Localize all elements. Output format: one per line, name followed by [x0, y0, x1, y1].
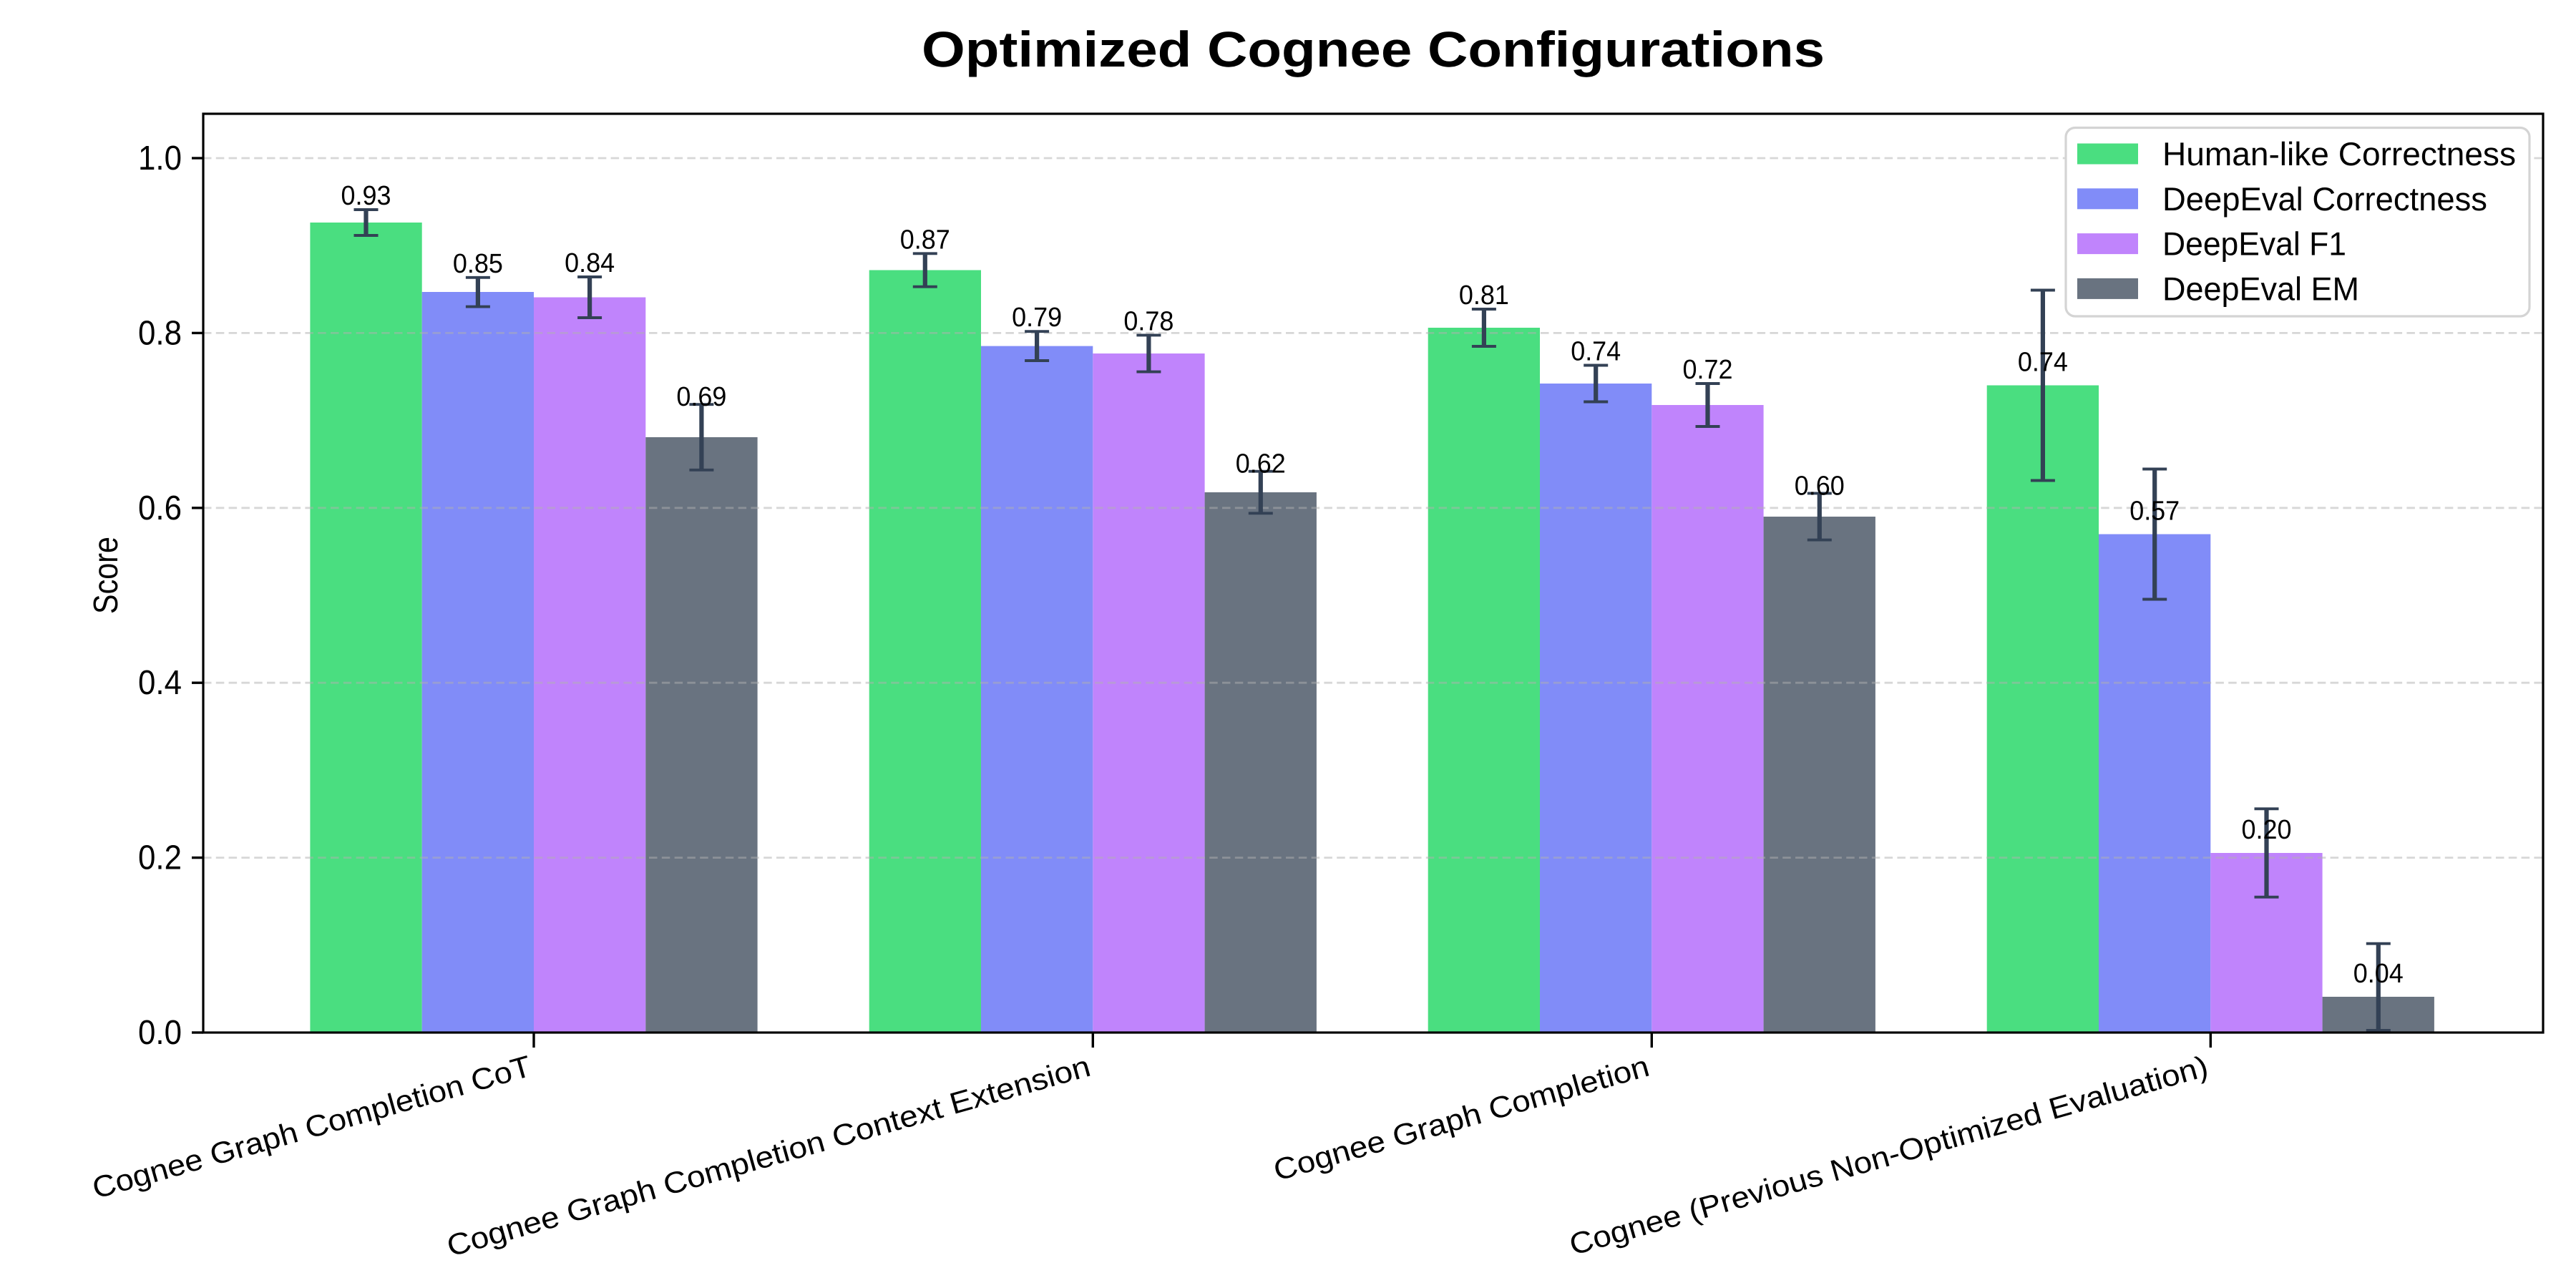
- svg-text:DeepEval EM: DeepEval EM: [2162, 270, 2359, 307]
- svg-text:0.85: 0.85: [453, 249, 503, 279]
- svg-text:0.8: 0.8: [138, 314, 182, 352]
- svg-text:0.62: 0.62: [1236, 449, 1286, 479]
- svg-text:0.84: 0.84: [565, 248, 615, 278]
- svg-text:Human-like Correctness: Human-like Correctness: [2162, 135, 2516, 172]
- svg-text:0.74: 0.74: [1571, 337, 1621, 367]
- svg-text:0.78: 0.78: [1123, 306, 1174, 336]
- svg-text:1.0: 1.0: [138, 140, 182, 177]
- svg-text:0.20: 0.20: [2242, 815, 2292, 845]
- svg-text:0.60: 0.60: [1795, 471, 1845, 501]
- svg-text:DeepEval F1: DeepEval F1: [2162, 225, 2346, 263]
- svg-text:0.79: 0.79: [1012, 303, 1062, 333]
- svg-text:0.81: 0.81: [1459, 280, 1509, 311]
- svg-text:0.87: 0.87: [900, 225, 950, 255]
- svg-text:0.93: 0.93: [341, 181, 391, 211]
- svg-text:0.2: 0.2: [138, 839, 182, 877]
- svg-text:DeepEval Correctness: DeepEval Correctness: [2162, 180, 2487, 218]
- svg-text:Optimized Cognee Configuration: Optimized Cognee Configurations: [922, 21, 1825, 77]
- svg-text:0.74: 0.74: [2018, 348, 2068, 378]
- svg-text:0.0: 0.0: [138, 1014, 182, 1052]
- svg-text:0.6: 0.6: [138, 489, 182, 527]
- svg-text:0.72: 0.72: [1683, 355, 1733, 385]
- svg-text:0.69: 0.69: [676, 382, 726, 412]
- svg-text:0.4: 0.4: [138, 664, 182, 702]
- svg-text:0.04: 0.04: [2353, 959, 2404, 989]
- svg-text:Score: Score: [87, 537, 125, 614]
- svg-text:0.57: 0.57: [2129, 497, 2180, 527]
